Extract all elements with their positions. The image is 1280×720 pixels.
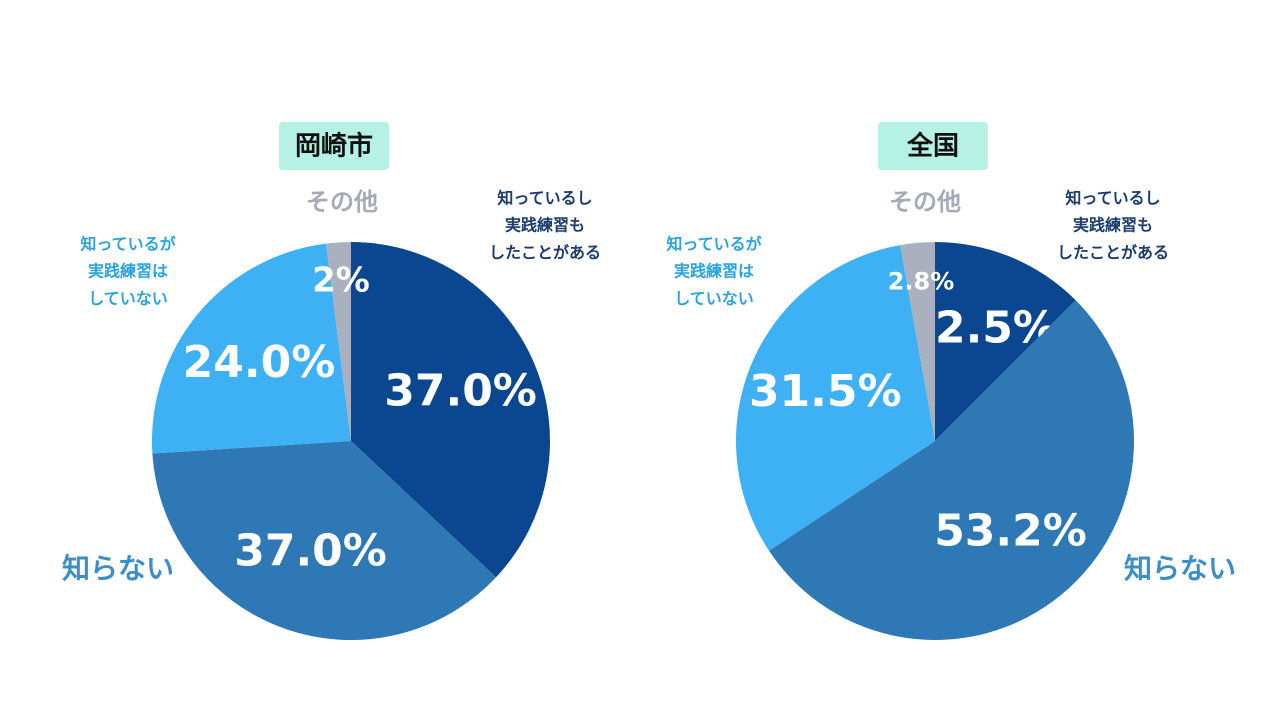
category-label: 知らない [62,552,174,585]
value-label: 53.2% [934,505,1087,556]
category-label: その他 [889,188,961,216]
pie-slice [736,245,935,551]
category-label: 知っているが [666,235,761,254]
pie-slice [769,300,1134,640]
category-label: 知っているが [80,235,175,254]
category-label: していない [88,289,168,308]
pie-slice [351,242,550,578]
value-label: 24.0% [183,337,336,388]
pie-slice [935,242,1076,441]
category-label: 知っているし [497,189,592,208]
value-label: 2% [312,261,370,301]
value-label: 2.8% [888,267,955,295]
title-box [279,122,389,170]
pie-slice [152,441,497,640]
value-label: 31.5% [749,366,902,417]
value-label: 37.0% [384,366,537,417]
category-label: その他 [306,188,378,216]
title-box [878,122,988,170]
category-label: 知らない [1124,552,1236,585]
category-label: していない [674,289,754,308]
pie-slice [326,242,351,441]
category-label: 知っているし [1065,189,1160,208]
category-label: 実践練習は [88,262,168,281]
value-label: 37.0% [234,525,387,576]
category-label: 実践練習も [1073,216,1153,235]
category-label: したことがある [489,243,601,262]
chart-title: 岡崎市 [295,131,373,162]
category-label: したことがある [1057,243,1169,262]
pie-slice [900,242,935,441]
chart-title: 全国 [906,131,959,162]
pie-slice [152,243,351,454]
category-label: 実践練習も [505,216,585,235]
category-label: 実践練習は [674,262,754,281]
